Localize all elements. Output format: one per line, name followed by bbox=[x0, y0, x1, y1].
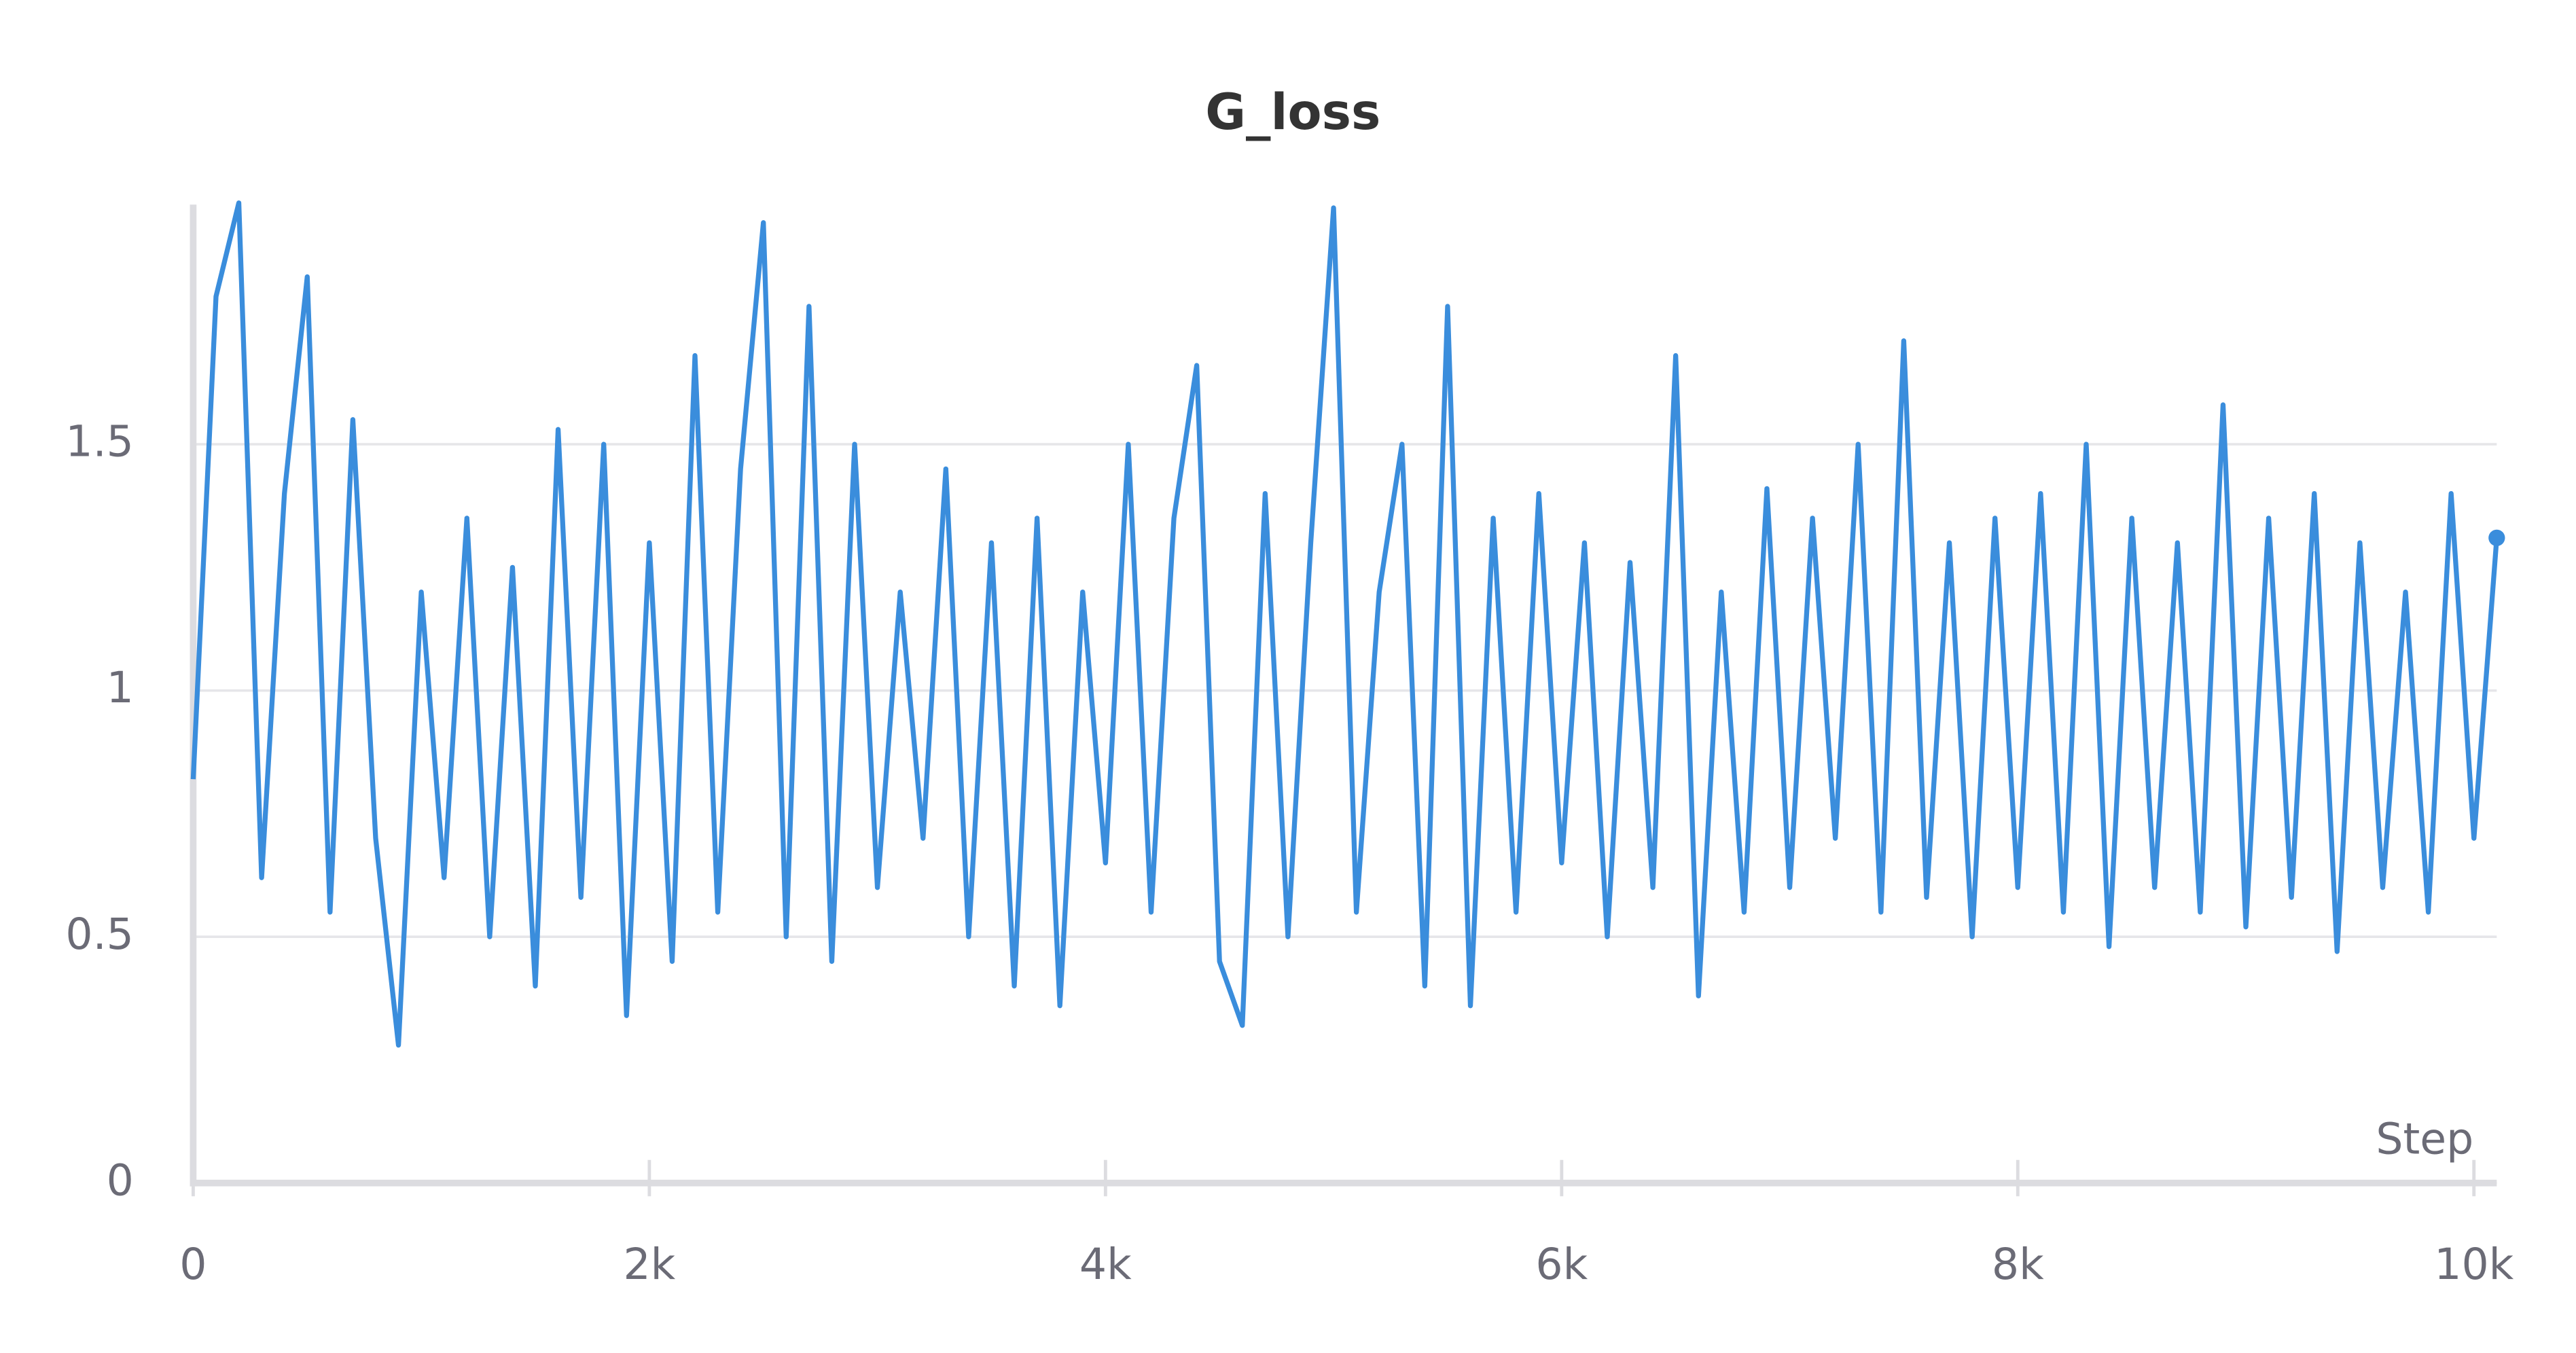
x-tick-label: 8k bbox=[1992, 1239, 2044, 1289]
end-point bbox=[2488, 529, 2505, 547]
y-tick-label: 0.5 bbox=[65, 909, 133, 959]
x-tick-label: 2k bbox=[623, 1239, 675, 1289]
series-line bbox=[190, 200, 2499, 1048]
chart-title: G_loss bbox=[1205, 84, 1380, 141]
x-tick-label: 4k bbox=[1079, 1239, 1132, 1289]
x-tick-label: 6k bbox=[1535, 1239, 1588, 1289]
y-tick-label: 1.5 bbox=[65, 416, 133, 467]
y-tick-label: 0 bbox=[107, 1155, 134, 1205]
x-axis-label: Step bbox=[2376, 1114, 2473, 1164]
x-tick-label: 10k bbox=[2434, 1239, 2514, 1289]
x-tick-label: 0 bbox=[179, 1239, 207, 1289]
y-tick-label: 1 bbox=[107, 662, 134, 712]
